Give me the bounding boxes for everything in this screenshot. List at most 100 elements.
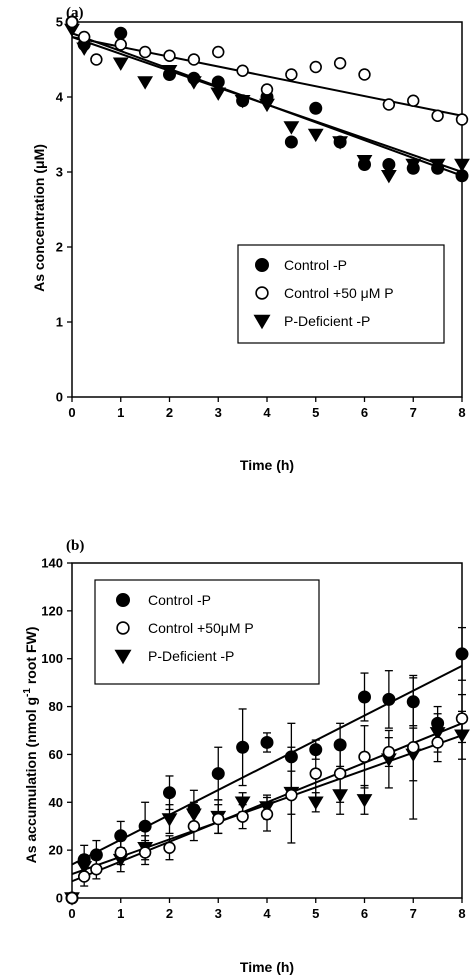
panel-a-y-tick-label: 1 <box>56 315 63 330</box>
panel-b-y-tick-label: 100 <box>41 651 63 666</box>
panel-a-series-3-point <box>137 76 154 90</box>
panel-b-legend-marker-3 <box>114 649 132 665</box>
panel-a-y-tick-label: 5 <box>56 15 63 30</box>
panel-b-x-tick-label: 5 <box>312 906 319 921</box>
panel-b-legend-box <box>94 579 320 685</box>
panel-a-y-tick-label: 3 <box>56 165 63 180</box>
panel-b-series-3-point <box>307 796 324 810</box>
panel-a-y-tick-label: 0 <box>56 390 63 405</box>
panel-b-y-axis-title: As accumulation (nmol g-1 root FW) <box>22 627 39 864</box>
panel-b-series-2-point <box>236 810 249 823</box>
panel-b-series-3-point <box>259 801 275 815</box>
panel-b-series-1-point <box>358 690 371 704</box>
panel-a-legend-box <box>237 244 445 344</box>
panel-b-series-1-point <box>114 829 128 843</box>
panel-b-series-1-point <box>309 743 323 757</box>
panel-a-series-2-point <box>455 113 469 126</box>
panel-a-series-3-point <box>454 158 470 173</box>
panel-a-series-3-point <box>112 57 129 71</box>
panel-b-series-2-point <box>333 767 347 780</box>
panel-a-legend-label-2: Control +50 μM P <box>284 285 394 301</box>
panel-b-x-tick-label: 1 <box>117 906 124 921</box>
panel-a-x-axis-title: Time (h) <box>240 457 294 473</box>
panel-b-series-1-point <box>455 647 469 661</box>
panel-b-series-1-point <box>260 735 274 749</box>
panel-b-series-1-point <box>89 848 103 862</box>
panel-a-series-3-point <box>332 136 349 150</box>
panel-a-series-1-point <box>284 135 298 149</box>
panel-b-series-2-point <box>455 712 469 725</box>
panel-a-series-3-point <box>380 169 397 184</box>
panel-b-series-2-point <box>358 750 371 764</box>
panel-b-series-1-fit-line <box>71 665 463 866</box>
panel-a-y-tick-label: 4 <box>56 90 64 105</box>
panel-b-x-tick-label: 8 <box>458 906 465 921</box>
panel-b-y-axis-title-end: root FW) <box>23 627 39 688</box>
panel-b-series-2-point <box>212 812 225 826</box>
panel-b-series-2-point <box>431 736 444 749</box>
panel-b-series-2-point <box>309 767 322 780</box>
panel-b-y-tick-label: 80 <box>49 699 63 714</box>
panel-a-series-3-point <box>185 76 202 90</box>
panel-b-series-3-point <box>429 727 446 741</box>
panel-a-y-axis-title: As concentration (μM) <box>31 144 47 292</box>
panel-a-series-3-point <box>161 64 178 79</box>
panel-b-series-1-point <box>236 740 250 754</box>
panel-a-series-2-point <box>187 53 201 66</box>
panel-b-series-3-point <box>356 794 373 808</box>
panel-b-series-1-point <box>163 786 176 800</box>
panel-b-series-2-point <box>65 891 79 905</box>
panel-a-series-3-point <box>405 158 422 173</box>
panel-a-x-tick-label: 4 <box>263 405 271 420</box>
panel-b-series-3-point <box>454 729 470 743</box>
panel-b-y-tick-label: 120 <box>41 603 63 618</box>
panel-b-legend: Control -P Control +50μM P P-Deficient -P <box>94 579 320 685</box>
panel-a-series-2-point <box>407 94 420 107</box>
panel-b-x-tick-label: 3 <box>215 906 222 921</box>
panel-a-legend-label-1: Control -P <box>284 257 347 273</box>
panel-b-y-axis-title-main: As accumulation (nmol g <box>23 697 39 863</box>
panel-a-series-3-point <box>76 42 93 56</box>
panel-a-series-3-point <box>429 158 446 173</box>
panel-a-legend-marker-1 <box>255 258 269 272</box>
panel-a-x-tick-label: 2 <box>166 405 173 420</box>
panel-a-series-2-point <box>77 30 91 44</box>
panel-a-series-1-point <box>309 101 323 115</box>
panel-a-series-3-point <box>283 121 300 135</box>
panel-b-series-2-point <box>285 788 298 802</box>
panel-b-x-tick-label: 0 <box>68 906 75 921</box>
panel-a-x-tick-label: 3 <box>215 405 222 420</box>
panel-b-chart: (b) As accumulation (nmol g-1 root FW) T… <box>22 538 470 975</box>
panel-b-x-axis-title: Time (h) <box>240 959 294 975</box>
panel-a-series-2-point <box>114 38 127 51</box>
panel-b-series-1-point <box>382 692 396 706</box>
panel-b-series-1-point <box>138 819 152 833</box>
panel-a-series-2-point <box>309 60 322 74</box>
panel-b-series-2-point <box>77 870 91 883</box>
panel-b-y-tick-label: 20 <box>49 843 63 858</box>
panel-b-x-tick-label: 2 <box>166 906 173 921</box>
panel-b-legend-marker-1 <box>116 593 130 607</box>
panel-b-legend-marker-2 <box>116 621 130 635</box>
panel-a-x-tick-label: 8 <box>458 405 465 420</box>
panel-b-y-axis-title-sup: -1 <box>22 688 33 697</box>
panel-b-series-3-point <box>234 796 251 810</box>
panel-a-series-1-point <box>211 75 225 89</box>
panel-a-series-2-point <box>236 64 249 77</box>
panel-b-series-1-point <box>406 695 420 709</box>
panel-b-series-1-point <box>333 738 347 752</box>
panel-a-series-2-point <box>382 98 396 111</box>
panel-a-series-2-point <box>138 45 152 59</box>
panel-a-series-2-point <box>212 45 225 59</box>
panel-b-y-tick-label: 0 <box>56 891 63 906</box>
panel-a-legend-marker-3 <box>253 314 271 330</box>
panel-b-series-1-point <box>284 750 298 764</box>
panel-b-series-2-point <box>163 841 176 854</box>
panel-a-series-2-point <box>431 109 444 122</box>
panel-a-series-2-fit-line <box>71 36 463 117</box>
panel-b-series-2-point <box>187 820 201 833</box>
panel-a-series-2-point <box>358 68 371 81</box>
panel-b-x-tick-label: 6 <box>361 906 368 921</box>
panel-a-series-2-point <box>65 15 79 29</box>
panel-b-series-2-point <box>90 863 103 876</box>
